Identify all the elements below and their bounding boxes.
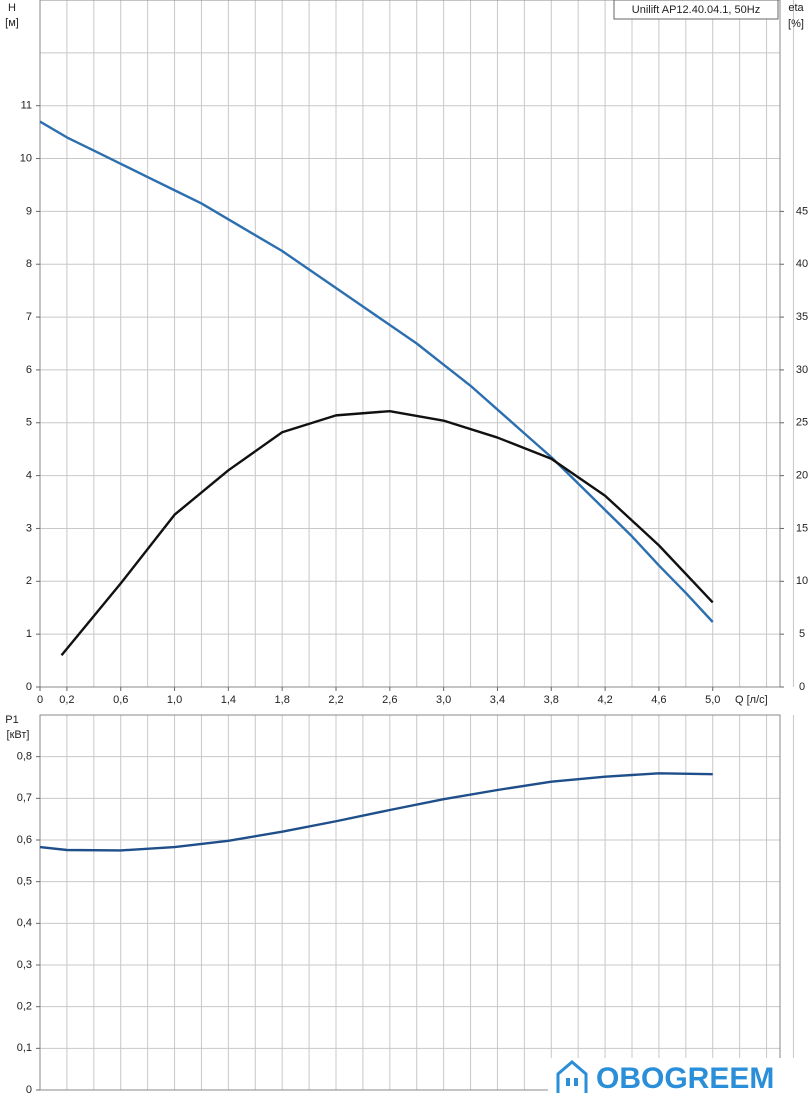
- y-tick-label: 0,3: [17, 959, 32, 971]
- x-tick-label: 2,2: [328, 694, 343, 706]
- y-tick-label: 5: [26, 417, 32, 429]
- x-tick-label: 5,0: [705, 694, 720, 706]
- y-tick-label: 8: [26, 258, 32, 270]
- y2-unit: [%]: [788, 18, 804, 30]
- x-tick-label: 3,8: [544, 694, 559, 706]
- y-tick-label: 0: [26, 1084, 32, 1096]
- y2-tick-label: 15: [796, 522, 808, 534]
- watermark-bg: [548, 1058, 798, 1098]
- x-tick-label: 3,4: [490, 694, 505, 706]
- y2-tick-label: 20: [796, 470, 808, 482]
- y-label: H: [8, 2, 16, 14]
- x-tick-label: 2,6: [382, 694, 397, 706]
- y2-tick-label: 35: [796, 311, 808, 323]
- y2-tick-label: 10: [796, 575, 808, 587]
- x-tick-label: 3,0: [436, 694, 451, 706]
- x-tick-label: 1,0: [167, 694, 182, 706]
- y-tick-label: 0,4: [17, 917, 32, 929]
- y2-tick-label: 0: [799, 681, 805, 693]
- plot-frame: [39, 714, 781, 1091]
- y-tick-label: 2: [26, 575, 32, 587]
- x-label: Q [л/с]: [735, 694, 768, 706]
- y-tick-label: 1: [26, 628, 32, 640]
- curve: [60, 409, 714, 657]
- y-tick-label: 0,8: [17, 751, 32, 763]
- x-tick-label: 4,6: [651, 694, 666, 706]
- y-tick-label: 3: [26, 522, 32, 534]
- x-tick-label: 1,8: [275, 694, 290, 706]
- watermark: OBOGREEM: [596, 1062, 774, 1095]
- y-tick-label: 7: [26, 311, 32, 323]
- curve: [39, 772, 713, 852]
- y-unit: [кВт]: [7, 729, 30, 741]
- x-tick-label: 0: [37, 694, 43, 706]
- y2-tick-label: 30: [796, 364, 808, 376]
- chart-title: Unilift AP12.40.04.1, 50Hz: [632, 4, 760, 16]
- watermark-icon: [556, 1060, 588, 1093]
- x-tick-label: 0,2: [59, 694, 74, 706]
- title-box: [613, 0, 779, 20]
- y-tick-label: 6: [26, 364, 32, 376]
- y-tick-label: 0,2: [17, 1001, 32, 1013]
- y-tick-label: 0,6: [17, 834, 32, 846]
- x-tick-label: 0,6: [113, 694, 128, 706]
- y-tick-label: 0: [26, 681, 32, 693]
- y-tick-label: 10: [20, 152, 32, 164]
- y2-tick-label: 40: [796, 258, 808, 270]
- y-unit: [м]: [5, 17, 19, 29]
- y2-tick-label: 25: [796, 417, 808, 429]
- y-tick-label: 0,1: [17, 1042, 32, 1054]
- y2-tick-label: 5: [799, 628, 805, 640]
- curve: [39, 120, 714, 623]
- x-tick-label: 4,2: [597, 694, 612, 706]
- y-label: P1: [5, 714, 18, 726]
- y-tick-label: 0,7: [17, 792, 32, 804]
- y-tick-label: 11: [21, 100, 32, 112]
- y-tick-label: 9: [26, 205, 32, 217]
- plot-frame: [39, 0, 781, 688]
- y-tick-label: 4: [26, 470, 32, 482]
- y-tick-label: 0,5: [17, 876, 32, 888]
- y2-label: eta: [788, 2, 804, 14]
- x-tick-label: 1,4: [221, 694, 236, 706]
- y2-tick-label: 45: [796, 205, 808, 217]
